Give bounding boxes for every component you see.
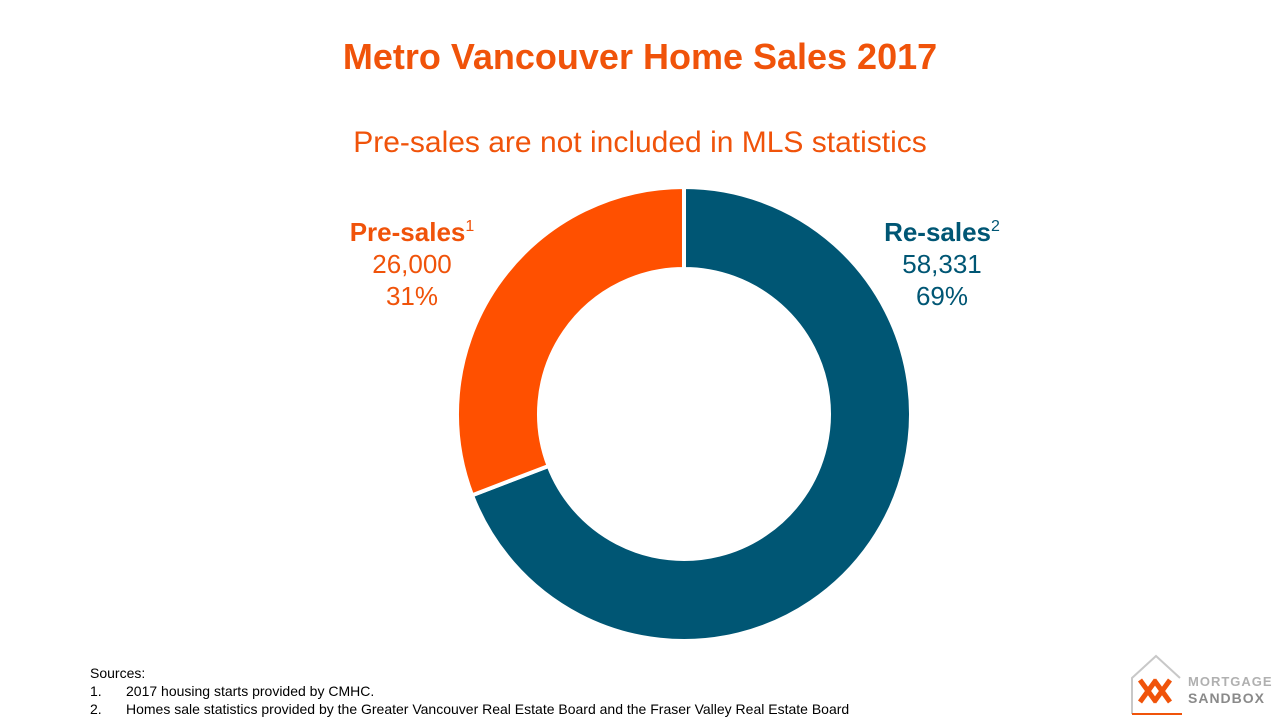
pre-sales-percent: 31%	[385, 281, 439, 311]
sources-heading: Sources:	[90, 665, 146, 681]
source-text: 2017 housing starts provided by CMHC.	[126, 683, 375, 699]
donut-slice-pre-sales	[455, 184, 686, 498]
logo-house-icon	[1131, 654, 1182, 715]
chart-subtitle: Pre-sales are not included in MLS statis…	[353, 126, 927, 159]
re-sales-footnote: 2	[991, 218, 1000, 235]
source-number: 2.	[90, 701, 102, 717]
pre-sales-label: Pre-sales1 26,000 31%	[312, 216, 512, 312]
re-sales-name: Re-sales	[884, 217, 992, 247]
source-text: Homes sale statistics provided by the Gr…	[126, 701, 850, 717]
logo-text-sandbox: SANDBOX	[1188, 690, 1266, 706]
pre-sales-footnote: 1	[465, 218, 475, 235]
source-item: 2. Homes sale statistics provided by the…	[90, 700, 849, 718]
source-item: 1. 2017 housing starts provided by CMHC.	[90, 682, 849, 700]
pre-sales-name: Pre-sales	[349, 217, 466, 247]
logo-text-mortgage: MORTGAGE	[1188, 674, 1273, 689]
sources-footnotes: Sources: 1. 2017 housing starts provided…	[90, 664, 849, 718]
chart-title: Metro Vancouver Home Sales 2017	[342, 36, 938, 77]
re-sales-value: 58,331	[902, 249, 982, 279]
re-sales-percent: 69%	[915, 281, 969, 311]
re-sales-label: Re-sales2 58,331 69%	[842, 216, 1042, 312]
source-number: 1.	[90, 683, 102, 699]
donut-slice-re-sales	[469, 184, 913, 643]
pre-sales-value: 26,000	[372, 249, 452, 279]
mortgage-sandbox-logo: MORTGAGE SANDBOX	[1126, 650, 1276, 716]
